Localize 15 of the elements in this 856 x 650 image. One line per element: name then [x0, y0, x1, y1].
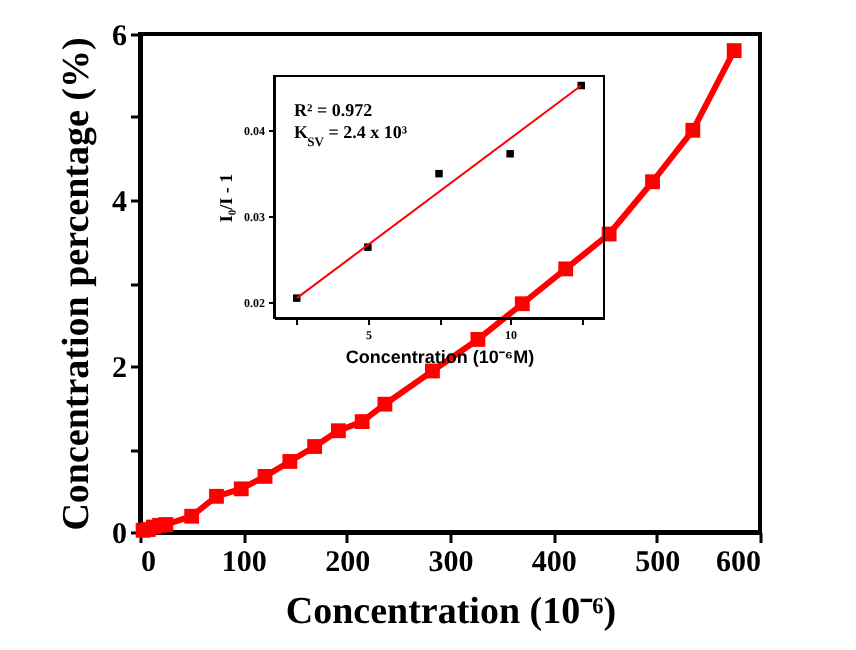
y-tick-label: 0 [112, 519, 127, 551]
x-tick-label: 200 [325, 547, 371, 579]
y-axis-title: Concentration percentage (%) [56, 37, 98, 531]
x-tick-label: 100 [221, 547, 267, 579]
y-tick-label: 2 [112, 353, 127, 385]
x-tick-label: 500 [635, 547, 681, 579]
x-tick-label: 600 [716, 547, 761, 579]
x-tick-label: 0 [141, 547, 156, 579]
y-axis-title: I₀/I - 1 [216, 172, 236, 223]
y-tick-label: 6 [112, 21, 128, 53]
x-tick-label: 400 [531, 547, 577, 579]
y-tick-label: 4 [112, 187, 128, 219]
annotation: R² = 0.972 [294, 100, 374, 120]
x-tick-label: 300 [428, 547, 474, 579]
x-axis-title: Concentration (10⁻⁶) [285, 591, 617, 633]
